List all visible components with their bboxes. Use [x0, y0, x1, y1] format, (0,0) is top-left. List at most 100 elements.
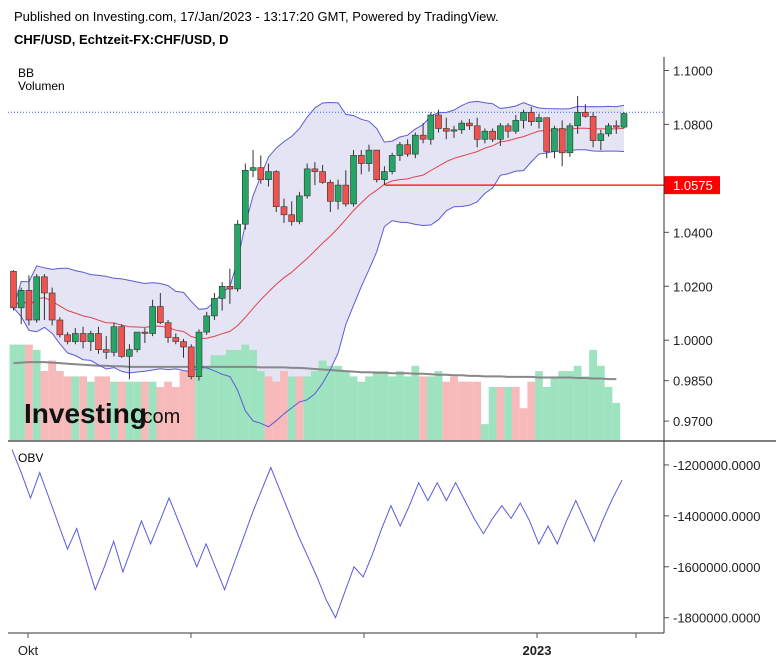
obv-line — [11, 449, 623, 619]
candle-body — [605, 125, 612, 135]
volume-bar — [48, 360, 56, 440]
candle-body — [249, 167, 257, 171]
volume-bar — [380, 371, 389, 440]
candle-body — [350, 155, 357, 205]
candle-body — [427, 114, 435, 140]
candle-body — [64, 334, 71, 342]
candle-body — [172, 337, 180, 342]
volume-bar — [481, 424, 489, 440]
volume-bar — [311, 371, 319, 440]
volume-bar — [511, 387, 520, 440]
volume-bar — [110, 381, 118, 440]
volume-bar — [295, 376, 304, 440]
candle — [41, 274, 48, 320]
candle — [64, 332, 71, 345]
candle — [605, 123, 612, 137]
volume-bar — [450, 376, 458, 440]
candle-body — [497, 125, 504, 140]
obv-pane-label: OBV — [18, 451, 43, 465]
candle-body — [612, 125, 620, 128]
candle — [497, 123, 504, 147]
volume-bar — [550, 376, 559, 440]
candle-body — [381, 171, 388, 181]
candle-body — [164, 322, 172, 338]
bollinger-upper-line — [13, 100, 625, 310]
volume-bar — [9, 344, 18, 440]
candle-body — [551, 128, 558, 152]
candle — [558, 120, 566, 167]
candle-body — [226, 285, 234, 290]
candle-body — [342, 184, 350, 205]
candle-body — [520, 112, 527, 121]
volume-bar — [434, 371, 443, 440]
candle-body — [133, 331, 141, 350]
volume-bar — [256, 371, 265, 440]
candle-body — [203, 315, 210, 333]
volume-bar — [171, 387, 180, 440]
candle-body — [597, 133, 605, 141]
candle-body — [466, 122, 473, 127]
volume-bar — [496, 387, 505, 440]
candle-body — [558, 128, 566, 154]
y-tick-label: 0.9700 — [673, 414, 713, 429]
symbol-title: CHF/USD, Echtzeit-FX:CHF/USD, D — [14, 32, 229, 47]
candle — [404, 139, 411, 157]
volume-bar — [558, 371, 567, 440]
candle — [296, 191, 303, 225]
candle-body — [365, 149, 373, 164]
candle — [242, 163, 249, 230]
candle — [566, 123, 574, 157]
volume-bar — [226, 349, 234, 440]
candle — [334, 179, 342, 210]
candle — [435, 109, 442, 133]
candle — [319, 164, 326, 184]
candle-body — [79, 333, 87, 342]
bollinger-band-fill — [13, 101, 624, 427]
candle-body — [41, 276, 48, 294]
candle — [164, 319, 172, 343]
volume-bar — [318, 360, 327, 440]
volume-bar — [164, 381, 172, 440]
pane-label: BB — [18, 66, 34, 80]
volume-bar — [280, 371, 288, 440]
candle — [218, 282, 226, 311]
candle — [388, 152, 396, 175]
candle-body — [195, 331, 203, 377]
volume-bar — [79, 376, 87, 440]
candle — [357, 150, 365, 175]
candle-body — [442, 128, 450, 132]
candle-body — [311, 168, 319, 172]
volume-bar — [148, 381, 157, 440]
volume-bar — [210, 355, 219, 440]
candle — [396, 141, 404, 161]
candle-body — [102, 349, 110, 353]
candle-body — [218, 285, 226, 299]
candle-body — [265, 171, 272, 181]
candle — [574, 96, 581, 134]
volume-bar — [581, 376, 590, 440]
price-level-tag-label: 1.0575 — [673, 178, 713, 193]
volume-bar — [365, 376, 373, 440]
volume-bar — [488, 387, 497, 440]
candle — [597, 129, 605, 151]
candle — [126, 344, 133, 380]
volume-bar — [504, 387, 512, 440]
volume-bar — [519, 408, 528, 440]
candle-body — [149, 306, 156, 334]
candle — [110, 322, 118, 357]
candle — [195, 329, 203, 381]
candle-body — [504, 125, 512, 132]
candle — [373, 149, 381, 183]
candle-body — [187, 346, 195, 377]
volume-bar — [32, 349, 41, 440]
volume-bar — [396, 371, 404, 440]
candle-body — [303, 168, 311, 197]
candle — [118, 324, 125, 358]
candle — [489, 128, 496, 142]
volume-bar — [334, 365, 342, 440]
candle — [72, 328, 79, 345]
volume-bar — [187, 371, 196, 440]
candle-body — [334, 184, 342, 202]
candle — [211, 293, 218, 320]
